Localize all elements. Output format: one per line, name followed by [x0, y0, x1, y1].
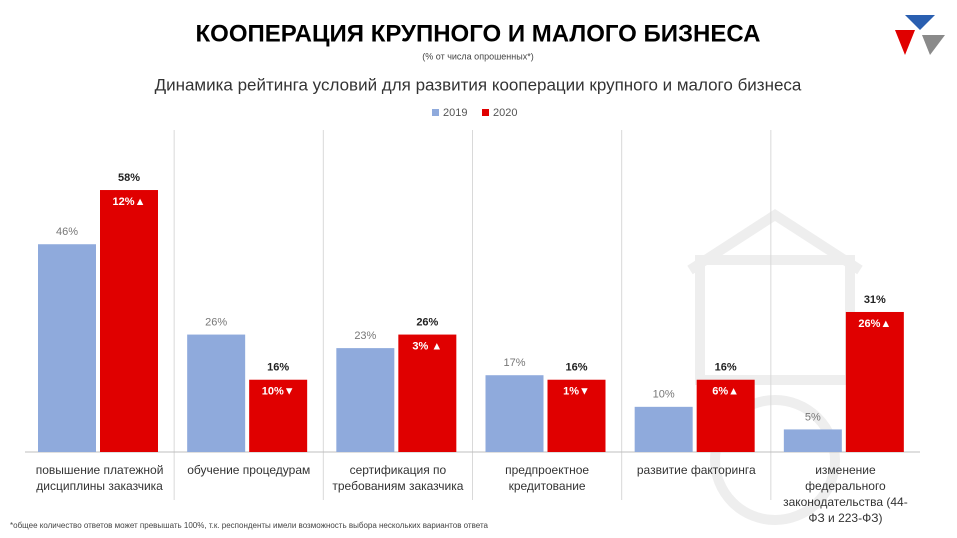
bar	[38, 244, 96, 452]
change-label: 26%▲	[858, 318, 891, 330]
value-label: 26%	[416, 316, 438, 328]
value-label: 16%	[565, 362, 587, 374]
value-label: 5%	[805, 411, 821, 423]
bar	[100, 190, 158, 453]
value-label: 16%	[715, 362, 737, 374]
x-tick-label: изменение федерального законодательства …	[783, 463, 908, 525]
value-label: 10%	[653, 389, 675, 401]
value-label: 58%	[118, 172, 140, 184]
logo	[895, 15, 945, 55]
legend-swatch	[432, 109, 439, 116]
subtitle: (% от числа опрошенных*)	[422, 51, 533, 61]
change-label: 1%▼	[563, 386, 590, 398]
footnote: *общее количество ответов может превышат…	[10, 521, 489, 530]
value-label: 17%	[503, 357, 525, 369]
bar	[845, 311, 904, 452]
bar	[398, 334, 457, 452]
value-label: 26%	[205, 316, 227, 328]
change-label: 12%▲	[113, 196, 146, 208]
bar	[696, 379, 755, 452]
value-label: 46%	[56, 226, 78, 238]
x-tick-label: сертификация по требованиям заказчика	[332, 463, 464, 493]
change-label: 10%▼	[262, 386, 295, 398]
bar	[187, 334, 246, 452]
legend-swatch	[482, 109, 489, 116]
x-tick-label: повышение платежной дисциплины заказчика	[35, 463, 164, 493]
chart-title: Динамика рейтинга условий для развития к…	[155, 75, 802, 94]
bar	[783, 429, 842, 452]
x-tick-label: предпроектное кредитование	[505, 463, 590, 493]
value-label: 31%	[864, 294, 886, 306]
x-tick-label: обучение процедурам	[187, 463, 311, 477]
x-tick-label: развитие факторинга	[636, 463, 756, 477]
legend-label: 2020	[493, 107, 517, 119]
change-label: 6%▲	[712, 386, 739, 398]
value-label: 16%	[267, 362, 289, 374]
bar	[485, 375, 544, 452]
value-label: 23%	[354, 330, 376, 342]
title: КООПЕРАЦИЯ КРУПНОГО И МАЛОГО БИЗНЕСА	[196, 20, 761, 47]
change-label: 3% ▲	[412, 340, 442, 352]
bar	[547, 379, 606, 452]
bar	[249, 379, 308, 452]
bar	[336, 348, 395, 452]
bar	[634, 406, 693, 452]
legend-label: 2019	[443, 107, 467, 119]
